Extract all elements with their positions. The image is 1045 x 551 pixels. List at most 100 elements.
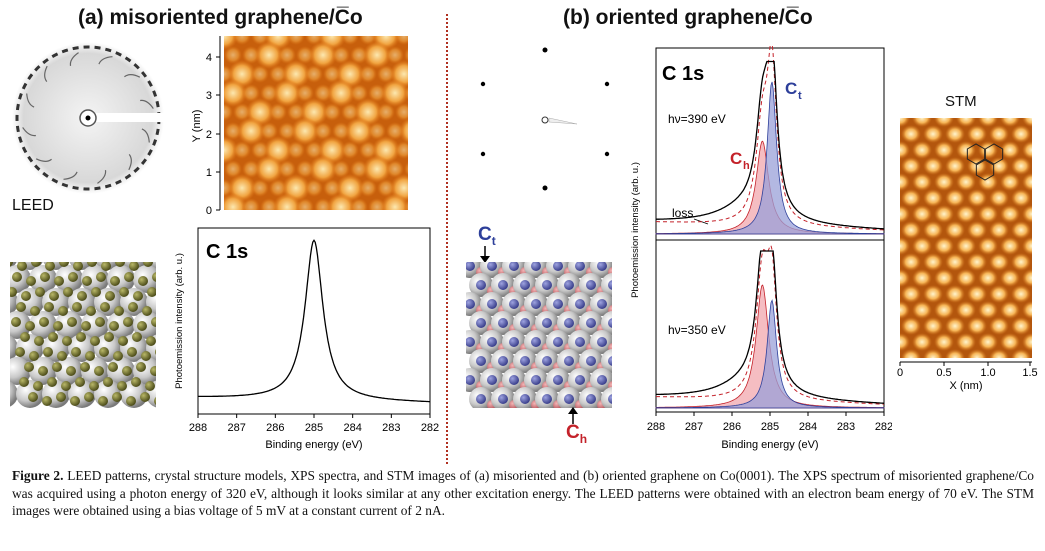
stm-moire-spot xyxy=(359,179,377,197)
stm-b-xtick: 1.5 xyxy=(1022,367,1037,379)
stm-atom-spot xyxy=(1033,125,1042,143)
stm-moire-spot xyxy=(413,65,416,83)
stm-atom-spot xyxy=(1000,141,1020,159)
hexagon-overlay xyxy=(984,143,1004,165)
stm-atom-spot xyxy=(945,189,965,207)
stm-atom-spot xyxy=(945,125,965,143)
stm-moire-spot xyxy=(359,141,377,159)
cobalt-atom xyxy=(10,381,18,407)
carbon-top-atom xyxy=(476,394,486,404)
stm-atom-spot xyxy=(956,118,976,127)
stm-atom-spot xyxy=(1022,205,1032,223)
carbon-top-atom xyxy=(509,337,519,347)
stm-atom-spot xyxy=(967,125,987,143)
stm-moire-spot xyxy=(363,41,391,69)
stm-moire-spot xyxy=(291,117,319,145)
stm-atom-spot xyxy=(978,141,998,159)
carbon-atom xyxy=(25,321,35,331)
carbon-atom xyxy=(132,332,142,342)
stm-atom-spot xyxy=(900,141,910,159)
leed-arc xyxy=(128,154,132,171)
stm-atom-spot xyxy=(1011,317,1031,335)
carbon-top-atom xyxy=(586,318,596,328)
carbon-top-atom xyxy=(509,262,519,271)
total-spectrum xyxy=(656,250,885,404)
stm-atom-spot xyxy=(1033,285,1042,303)
stm-moire-spot xyxy=(341,103,359,121)
carbon-atom xyxy=(28,392,38,402)
carbon-atom xyxy=(57,351,67,361)
stm-atom-spot xyxy=(900,118,910,127)
ch-label: C xyxy=(730,149,742,168)
stm-moire-spot xyxy=(395,36,408,45)
stm-atom-spot xyxy=(1000,301,1020,319)
stm-atom-spot xyxy=(1000,237,1020,255)
carbon-atom xyxy=(95,317,105,327)
cobalt-atom xyxy=(601,349,612,373)
stm-atom-spot xyxy=(901,253,921,271)
crystal-model-oriented xyxy=(466,262,612,408)
stm-atom-spot xyxy=(1000,118,1020,127)
carbon-atom xyxy=(43,347,53,357)
xps-a-ylabel: Photoemission intensity (arb. u.) xyxy=(174,253,185,389)
carbon-top-atom xyxy=(476,318,486,328)
stm-atom-spot xyxy=(945,285,965,303)
stm-atom-spot xyxy=(934,173,954,191)
carbon-atom xyxy=(76,332,86,342)
carbon-atom xyxy=(73,262,83,271)
fit-curve xyxy=(656,46,885,231)
carbon-atom xyxy=(48,332,58,342)
stm-a-ytick: 4 xyxy=(206,52,212,64)
stm-moire-spot xyxy=(368,122,386,140)
stm-atom-spot xyxy=(1000,333,1020,351)
stm-a-ytick: 0 xyxy=(206,205,212,217)
stm-atom-spot xyxy=(1033,189,1042,207)
stm-a-ytick: 2 xyxy=(206,129,212,141)
stm-moire-spot xyxy=(242,198,260,210)
stm-atom-spot xyxy=(989,285,1009,303)
leed-arc xyxy=(63,171,78,180)
carbon-top-atom xyxy=(498,318,508,328)
panel-a-title: (a) misoriented graphene/C̅o xyxy=(78,6,363,29)
stm-moire-spot xyxy=(377,103,395,121)
model-ch-label: C xyxy=(566,422,580,443)
stm-a-ytick: 1 xyxy=(206,167,212,179)
stm-moire-spot xyxy=(278,122,296,140)
stm-moire-spot xyxy=(273,79,301,107)
carbon-top-atom xyxy=(487,375,497,385)
stm-atom-spot xyxy=(901,189,921,207)
xps-b-tick-label: 283 xyxy=(837,421,855,433)
stm-moire-spot xyxy=(323,179,341,197)
stm-atom-spot xyxy=(978,269,998,287)
stm-moire-spot xyxy=(314,84,332,102)
stm-atom-spot xyxy=(901,285,921,303)
leed-arc xyxy=(140,99,154,109)
stm-moire-spot xyxy=(237,117,265,145)
carbon-atom xyxy=(29,351,39,361)
carbon-atom xyxy=(10,262,13,267)
stm-moire-spot xyxy=(296,198,314,210)
hv-bottom-label: hν=350 eV xyxy=(668,323,726,337)
stm-moire-spot xyxy=(404,85,408,101)
carbon-atom xyxy=(35,287,45,297)
stm-moire-spot xyxy=(413,141,416,159)
leed-arc xyxy=(69,52,79,66)
stm-moire-spot xyxy=(377,65,395,83)
stm-atom-spot xyxy=(989,253,1009,271)
carbon-top-atom xyxy=(553,262,563,271)
stm-atom-spot xyxy=(956,205,976,223)
carbon-atom xyxy=(154,397,156,405)
carbon-atom xyxy=(52,362,62,372)
stm-atom-spot xyxy=(989,349,1009,358)
carbon-atom xyxy=(86,306,96,316)
ct-sub: t xyxy=(798,90,802,102)
stm-moire-spot xyxy=(269,103,287,121)
carbon-atom xyxy=(123,317,133,327)
carbon-atom xyxy=(39,317,49,327)
arrow-up-icon xyxy=(568,407,578,424)
stm-moire-spot xyxy=(260,84,278,102)
carbon-top-atom xyxy=(498,356,508,366)
stm-moire-spot xyxy=(395,141,408,159)
stm-atom-spot xyxy=(945,157,965,175)
carbon-atom xyxy=(112,392,122,402)
